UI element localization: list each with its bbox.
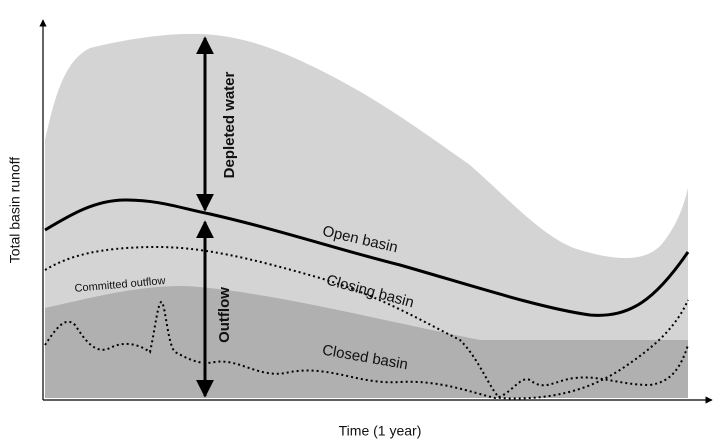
closing-basin-line — [44, 245, 689, 400]
closed-basin-line — [44, 300, 689, 400]
open-basin-line — [44, 198, 690, 317]
outflow-label: Outflow — [216, 287, 233, 343]
depleted-label: Depleted water — [221, 71, 238, 178]
y-axis-label: Total basin runoff — [7, 157, 23, 263]
x-axis-label: Time (1 year) — [339, 423, 422, 439]
